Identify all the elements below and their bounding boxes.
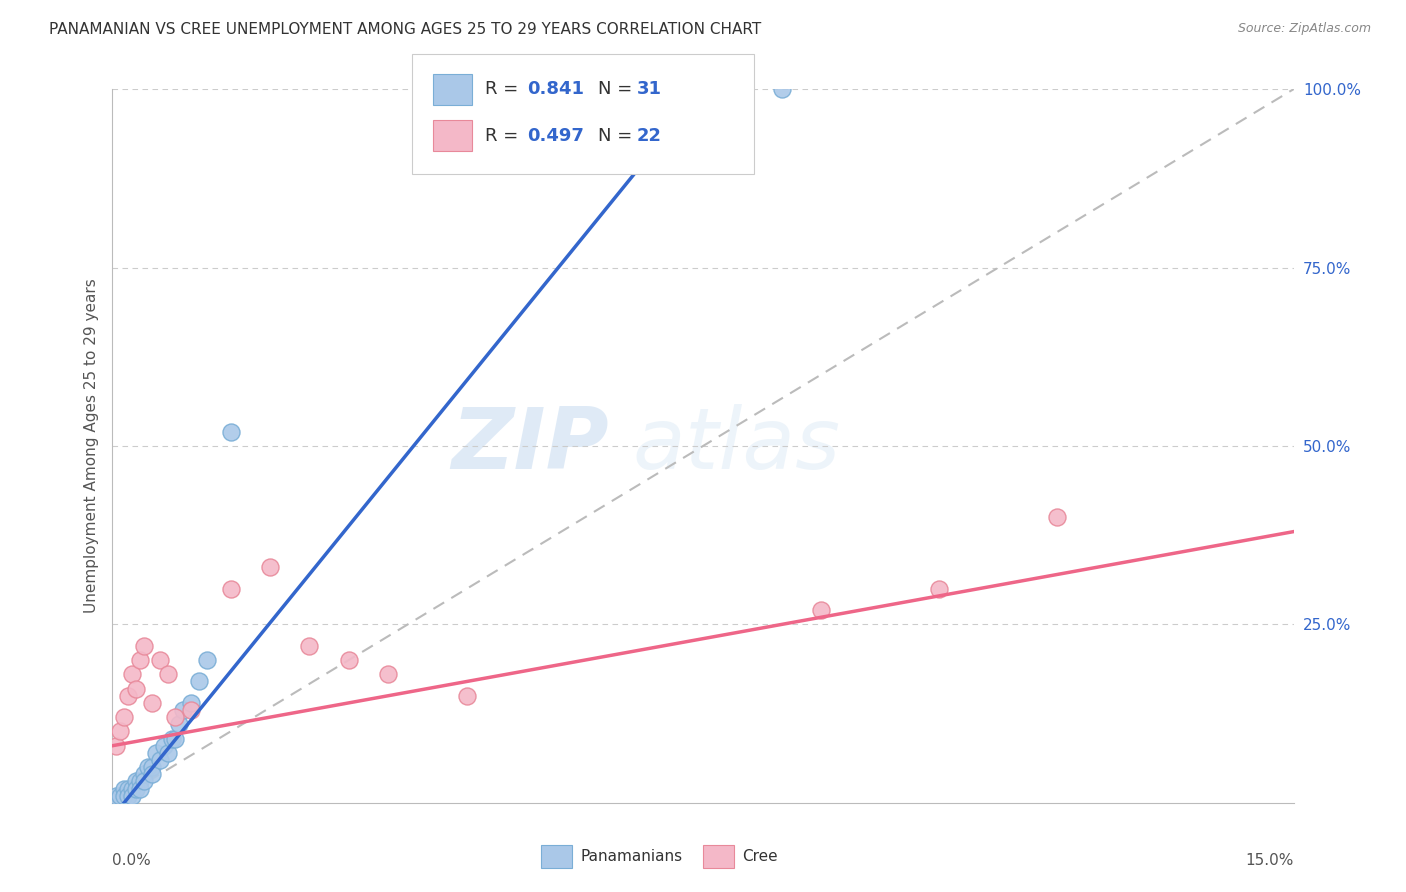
- Text: N =: N =: [598, 80, 637, 98]
- Text: R =: R =: [485, 127, 524, 145]
- Point: [132, 767, 155, 781]
- Point: [152, 739, 174, 753]
- Point: [219, 425, 242, 439]
- Point: [810, 603, 832, 617]
- Point: [121, 781, 143, 796]
- Point: [456, 689, 478, 703]
- Point: [121, 789, 143, 803]
- Point: [141, 696, 163, 710]
- Point: [180, 696, 202, 710]
- Point: [105, 789, 128, 803]
- Point: [112, 789, 135, 803]
- Point: [129, 774, 152, 789]
- Text: 15.0%: 15.0%: [1246, 853, 1294, 868]
- Point: [195, 653, 218, 667]
- Point: [156, 667, 179, 681]
- Point: [112, 781, 135, 796]
- Point: [188, 674, 211, 689]
- Text: 0.0%: 0.0%: [112, 853, 152, 868]
- Text: atlas: atlas: [633, 404, 841, 488]
- Point: [165, 731, 187, 746]
- Point: [145, 746, 167, 760]
- Text: 0.841: 0.841: [527, 80, 585, 98]
- Point: [121, 667, 143, 681]
- Point: [928, 582, 950, 596]
- Text: Panamanians: Panamanians: [581, 849, 683, 863]
- Point: [149, 753, 172, 767]
- Y-axis label: Unemployment Among Ages 25 to 29 years: Unemployment Among Ages 25 to 29 years: [83, 278, 98, 614]
- Point: [129, 781, 152, 796]
- Text: ZIP: ZIP: [451, 404, 609, 488]
- Point: [112, 710, 135, 724]
- Text: Cree: Cree: [742, 849, 778, 863]
- Point: [165, 710, 187, 724]
- Text: 0.497: 0.497: [527, 127, 583, 145]
- Point: [132, 639, 155, 653]
- Point: [160, 731, 183, 746]
- Point: [377, 667, 399, 681]
- Text: R =: R =: [485, 80, 524, 98]
- Point: [298, 639, 321, 653]
- Text: PANAMANIAN VS CREE UNEMPLOYMENT AMONG AGES 25 TO 29 YEARS CORRELATION CHART: PANAMANIAN VS CREE UNEMPLOYMENT AMONG AG…: [49, 22, 762, 37]
- Point: [110, 724, 132, 739]
- Text: N =: N =: [598, 127, 637, 145]
- Point: [172, 703, 194, 717]
- Point: [129, 653, 152, 667]
- Point: [337, 653, 360, 667]
- Text: 31: 31: [637, 80, 662, 98]
- Point: [125, 774, 148, 789]
- Text: Source: ZipAtlas.com: Source: ZipAtlas.com: [1237, 22, 1371, 36]
- Point: [770, 82, 793, 96]
- Point: [149, 653, 172, 667]
- Point: [259, 560, 281, 574]
- Point: [132, 774, 155, 789]
- Point: [156, 746, 179, 760]
- Point: [125, 681, 148, 696]
- Point: [180, 703, 202, 717]
- Text: 22: 22: [637, 127, 662, 145]
- Point: [117, 689, 139, 703]
- Point: [141, 767, 163, 781]
- Point: [219, 582, 242, 596]
- Point: [105, 739, 128, 753]
- Point: [117, 781, 139, 796]
- Point: [136, 760, 159, 774]
- Point: [1046, 510, 1069, 524]
- Point: [125, 781, 148, 796]
- Point: [110, 789, 132, 803]
- Point: [141, 760, 163, 774]
- Point: [692, 82, 714, 96]
- Point: [169, 717, 191, 731]
- Point: [117, 789, 139, 803]
